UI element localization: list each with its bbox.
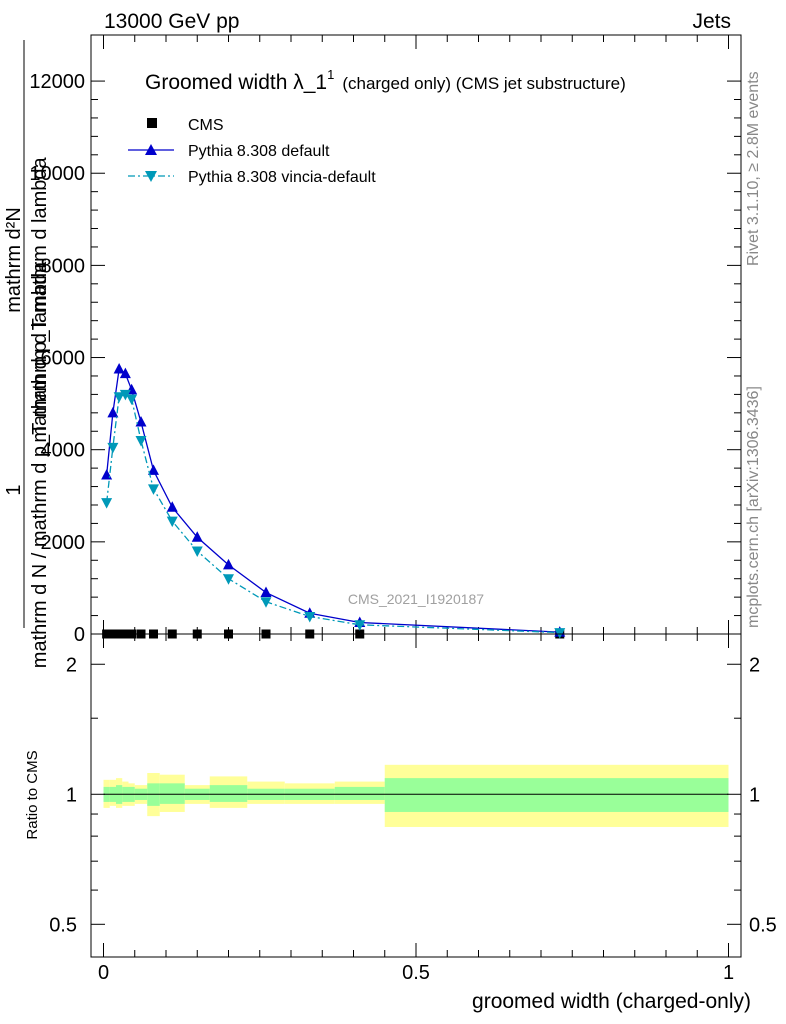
- data-point-pythia-vincia: [304, 611, 316, 623]
- ratio-x-tick-label: 1: [723, 962, 734, 984]
- ratio-ticks: 0.5 0.5 1 1 2 2 0 0.5 1: [49, 634, 777, 984]
- ratio-y-tick-label-left: 0.5: [49, 914, 77, 936]
- data-point-pythia-default: [260, 586, 272, 598]
- header-right: Jets: [692, 10, 731, 33]
- data-point-pythia-vincia: [166, 516, 178, 528]
- main-y-tick-label: 10000: [29, 163, 85, 185]
- y-label-denominator: mathrm d p_T mathrm d lambda: [29, 156, 51, 442]
- legend-label-pythia-vincia: Pythia 8.308 vincia-default: [188, 169, 376, 186]
- data-point-pythia-vincia: [113, 392, 125, 403]
- rivet-label: Rivet 3.1.10, ≥ 2.8M events: [745, 71, 762, 266]
- ratio-x-tick-label: 0.5: [402, 962, 430, 984]
- data-point-pythia-vincia: [260, 597, 272, 608]
- series-line-2: [105, 393, 560, 634]
- ratio-band-inner: [159, 783, 185, 804]
- ratio-y-tick-label-left: 1: [66, 784, 77, 806]
- chart-title-rest: (charged only) (CMS jet substructure): [342, 74, 625, 93]
- data-point-pythia-vincia: [119, 389, 131, 401]
- data-point-pythia-vincia: [191, 546, 203, 558]
- data-point-pythia-vincia: [126, 394, 138, 406]
- data-point-pythia-default: [191, 531, 203, 542]
- y-label-bottom: mathrm d N / mathrm d p_T mathrm d lambd…: [29, 261, 51, 668]
- legend-marker-cms: [147, 118, 157, 128]
- data-point-pythia-vincia: [554, 628, 566, 639]
- main-panel: 0 2000 4000 6000 8000 10000 12000 CMS_2021_I19…: [3, 34, 742, 668]
- chart-title-main: Groomed width λ_1: [145, 71, 327, 94]
- main-y-tick-label: 12000: [29, 71, 85, 93]
- mcplots-label: mcplots.cern.ch [arXiv:1306.3436]: [745, 386, 762, 628]
- legend-marker-pythia-vincia: [145, 171, 157, 182]
- ratio-y-tick-label-right: 2: [749, 654, 760, 676]
- chart-title: Groomed width λ_11 (charged only) (CMS je…: [145, 67, 626, 94]
- ratio-y-tick-label-left: 2: [66, 654, 77, 676]
- data-point-pythia-default: [148, 464, 159, 475]
- data-point-pythia-vincia: [135, 435, 147, 447]
- main-ticks: 0 2000 4000 6000 8000 10000 12000: [29, 35, 741, 646]
- ratio-y-axis-label: Ratio to CMS: [24, 750, 41, 839]
- main-y-tick-label: 4000: [41, 440, 86, 462]
- data-point-pythia-default: [223, 558, 234, 570]
- data-point-pythia-vincia: [101, 498, 113, 509]
- ratio-band-inner: [334, 786, 385, 800]
- data-point-pythia-vincia: [223, 574, 234, 585]
- data-point-pythia-vincia: [107, 442, 119, 454]
- x-axis-label: groomed width (charged-only): [472, 990, 751, 1013]
- main-series: [101, 363, 566, 639]
- main-y-tick-label: 8000: [41, 255, 86, 277]
- ratio-panel: 0.5 0.5 1 1 2 2 0 0.5 1 Ratio to CMS groomed wid…: [24, 633, 777, 1013]
- legend-marker-pythia-default: [145, 144, 157, 155]
- data-point-pythia-vincia: [148, 484, 159, 495]
- ratio-x-tick-label: 0: [98, 962, 109, 984]
- legend-label-pythia-default: Pythia 8.308 default: [188, 143, 330, 160]
- data-point-pythia-default: [119, 367, 131, 379]
- chart-title-sup: 1: [327, 67, 334, 82]
- data-point-pythia-vincia: [354, 620, 366, 631]
- header-left: 13000 GeV pp: [104, 10, 239, 33]
- y-label-one: 1: [3, 484, 25, 495]
- analysis-watermark: CMS_2021_I1920187: [348, 591, 484, 607]
- series-line-1: [105, 367, 560, 633]
- main-y-tick-label: 2000: [41, 532, 86, 554]
- y-label-numerator: mathrm d²N: [3, 207, 25, 313]
- ratio-y-tick-label-right: 1: [749, 784, 760, 806]
- main-y-tick-label: 6000: [41, 348, 86, 370]
- ratio-y-tick-label-right: 0.5: [749, 914, 777, 936]
- data-point-pythia-default: [113, 363, 125, 374]
- data-point-pythia-default: [166, 501, 178, 512]
- ratio-bands: [103, 764, 729, 827]
- main-y-axis-label: mathrm d²N mathrm d p_T mathrm d lambda …: [3, 40, 51, 668]
- ratio-band-inner: [384, 778, 729, 812]
- ratio-band-inner: [209, 785, 248, 802]
- data-point-pythia-default: [135, 416, 147, 427]
- legend: CMS Pythia 8.308 default Pythia 8.308 vi…: [128, 117, 376, 186]
- data-point-pythia-default: [107, 406, 119, 418]
- main-y-tick-label: 0: [74, 624, 85, 646]
- legend-label-cms: CMS: [188, 117, 224, 134]
